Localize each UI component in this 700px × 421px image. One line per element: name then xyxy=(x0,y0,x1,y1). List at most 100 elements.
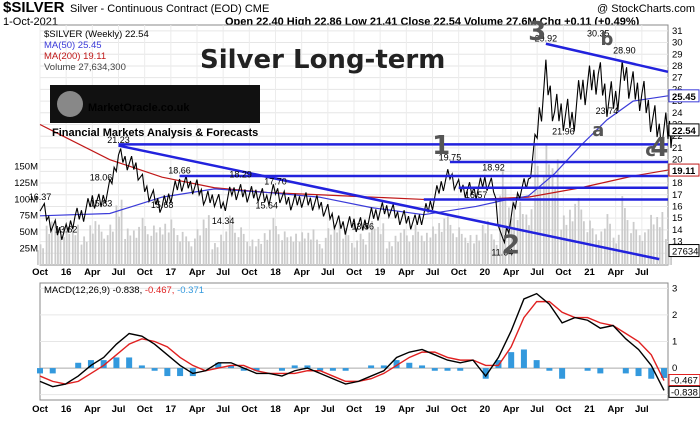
volume-bar xyxy=(525,214,528,265)
ma50-line xyxy=(39,95,669,217)
trendline xyxy=(118,144,660,261)
price-annotation: 29.92 xyxy=(535,33,558,43)
volume-bar xyxy=(71,228,74,265)
y-tick-label: 16 xyxy=(672,201,683,212)
volume-bar xyxy=(438,223,441,265)
volume-bar xyxy=(484,233,487,265)
price-tag xyxy=(668,163,700,177)
contract-name: Silver - Continuous Contract (EOD) CME xyxy=(70,3,269,15)
volume-bar xyxy=(94,221,97,265)
volume-bar xyxy=(528,225,530,265)
volume-bar xyxy=(493,239,495,265)
volume-bar xyxy=(652,224,655,265)
legend-ma200: MA(200) 19.11 xyxy=(44,51,106,62)
trendline xyxy=(545,42,669,74)
price-annotation: 15.68 xyxy=(151,200,174,210)
macd-histogram-bar xyxy=(482,368,489,379)
volume-tag-label: 27634 xyxy=(672,247,698,258)
volume-bar xyxy=(536,165,539,265)
volume-bar xyxy=(45,225,48,265)
volume-bar xyxy=(83,236,86,265)
macd-histogram-bar xyxy=(584,368,591,371)
volume-bar xyxy=(115,205,118,265)
overlay-title: Silver Long-term xyxy=(200,45,445,75)
macd-histogram-bar xyxy=(317,368,324,371)
volume-bar xyxy=(548,164,550,265)
volume-bar xyxy=(135,237,138,265)
volume-bar xyxy=(220,234,222,265)
volume-bar xyxy=(394,235,397,265)
volume-bar xyxy=(377,226,379,265)
stockcharts-watermark: @ StockCharts.com xyxy=(597,3,695,15)
price-line xyxy=(39,59,674,245)
macd-histogram-bar xyxy=(457,368,464,371)
volume-bar xyxy=(661,212,664,265)
volume-bar xyxy=(318,244,321,265)
x-tick-label: Apr xyxy=(503,404,520,415)
macd-histogram-bar xyxy=(533,360,540,369)
macd-tag-label: -0.838 xyxy=(671,387,698,398)
volume-bar xyxy=(237,237,240,265)
macd-histogram-bar xyxy=(635,368,642,377)
volume-tick-label: 100M xyxy=(14,194,38,205)
macd-histogram-bar xyxy=(189,368,196,377)
x-tick-label: Apr xyxy=(398,404,415,415)
price-annotation: 13.86 xyxy=(351,222,374,232)
volume-bar xyxy=(665,239,667,265)
macd-histogram-bar xyxy=(215,362,222,369)
volume-bar xyxy=(621,196,624,265)
volume-bar xyxy=(338,221,341,265)
volume-bar xyxy=(399,232,402,265)
volume-bar xyxy=(214,243,216,265)
price-annotation: 13.62 xyxy=(55,224,78,234)
volume-tag xyxy=(668,244,700,258)
volume-bar xyxy=(513,201,515,265)
volume-tick-label: 150M xyxy=(14,161,38,172)
volume-bar xyxy=(551,168,554,265)
macd-histogram-bar xyxy=(368,365,375,369)
volume-bar xyxy=(577,197,580,265)
price-annotation: 18.29 xyxy=(229,170,252,180)
y-tick-label: 18 xyxy=(672,178,683,189)
volume-bar xyxy=(309,239,312,265)
macd-histogram-bar xyxy=(419,365,426,369)
volume-bar xyxy=(464,237,467,265)
wave-label: 4 xyxy=(650,133,668,163)
volume-bar xyxy=(609,223,611,265)
volume-tick-label: 50M xyxy=(20,227,39,238)
price-tag-label: 25.45 xyxy=(672,92,696,103)
volume-bar xyxy=(516,220,519,265)
volume-bar xyxy=(495,244,498,265)
volume-bar xyxy=(403,229,406,265)
x-tick-label: 16 xyxy=(61,404,72,415)
macd-histogram-bar xyxy=(444,368,451,371)
volume-bar xyxy=(246,241,249,265)
volume-bar xyxy=(347,235,350,265)
macd-tick-label: 1 xyxy=(672,337,677,348)
volume-tick-label: 75M xyxy=(20,211,39,222)
y-tick-label: 30 xyxy=(672,38,683,49)
macd-histogram-bar xyxy=(380,365,387,369)
x-tick-label: 19 xyxy=(375,404,386,415)
volume-bar xyxy=(68,233,71,265)
volume-bar xyxy=(580,209,583,265)
macd-histogram-bar xyxy=(37,368,43,374)
macd-histogram-bar xyxy=(431,368,438,371)
volume-bar xyxy=(146,234,149,265)
volume-bar xyxy=(316,239,318,265)
volume-bar xyxy=(382,223,385,265)
volume-bar xyxy=(425,232,428,265)
macd-histogram-bar xyxy=(126,357,133,369)
price-annotation: 17.70 xyxy=(264,177,287,187)
price-annotation: 18.92 xyxy=(482,162,505,172)
x-tick-label: 21 xyxy=(584,267,595,278)
y-tick-label: 27 xyxy=(672,73,683,84)
volume-bar xyxy=(333,224,336,265)
volume-bar xyxy=(263,233,266,265)
volume-bar xyxy=(565,224,568,265)
price-annotation: 18.06 xyxy=(90,172,113,182)
y-tick-label: 14 xyxy=(672,225,683,236)
price-annotation: 11.64 xyxy=(491,248,513,258)
y-tick-label: 13 xyxy=(672,237,683,248)
x-tick-label: Jul xyxy=(426,404,440,415)
